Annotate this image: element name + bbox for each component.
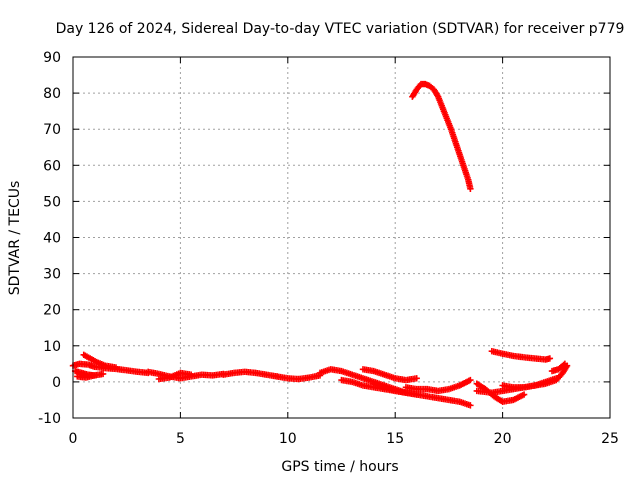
data-point [561, 360, 569, 368]
x-tick-label: 0 [69, 431, 78, 447]
x-tick-label: 10 [279, 431, 297, 447]
series-track-g [220, 368, 281, 380]
data-point [546, 355, 554, 362]
y-tick-label: 50 [43, 194, 61, 210]
series-track-k [359, 366, 420, 384]
series-track-f [155, 369, 195, 383]
chart-title: Day 126 of 2024, Sidereal Day-to-day VTE… [56, 21, 625, 37]
series-track-r [499, 362, 571, 391]
y-axis-label: SDTVAR / TECUs [7, 181, 23, 296]
data-point [467, 402, 474, 409]
data-point [413, 375, 420, 382]
data-point [560, 361, 567, 369]
y-tick-label: -10 [38, 411, 61, 427]
y-tick-label: 0 [52, 375, 61, 391]
x-tick-label: 5 [176, 431, 185, 447]
y-tick-label: 90 [43, 50, 61, 66]
y-tick-label: 30 [43, 267, 61, 283]
axis-ticks: 0 5 10 15 20 25 -10 0 10 20 30 40 50 60 70 80 90 [38, 50, 619, 447]
data-point [520, 391, 528, 398]
grid [73, 57, 610, 418]
data-point [112, 364, 120, 371]
y-tick-label: 10 [43, 339, 61, 355]
series-track-s [548, 360, 569, 375]
data-points [69, 80, 571, 409]
data-point [467, 376, 474, 384]
y-tick-label: 70 [43, 122, 61, 138]
y-tick-label: 60 [43, 158, 61, 174]
y-tick-label: 40 [43, 231, 61, 247]
series-track-d [74, 370, 107, 381]
series-track-l [370, 380, 474, 409]
data-point [187, 371, 195, 378]
series-track-q [488, 348, 554, 363]
series-track-c [80, 351, 120, 371]
data-point [99, 370, 107, 378]
y-tick-label: 80 [43, 86, 61, 102]
x-axis-label: GPS time / hours [281, 459, 398, 475]
data-point [467, 185, 474, 192]
x-tick-label: 25 [601, 431, 619, 447]
y-tick-label: 20 [43, 303, 61, 319]
series-track-h [273, 372, 324, 383]
x-tick-label: 15 [386, 431, 404, 447]
x-tick-label: 20 [494, 431, 512, 447]
series-track-m [402, 376, 474, 395]
series-track-n [409, 80, 474, 192]
